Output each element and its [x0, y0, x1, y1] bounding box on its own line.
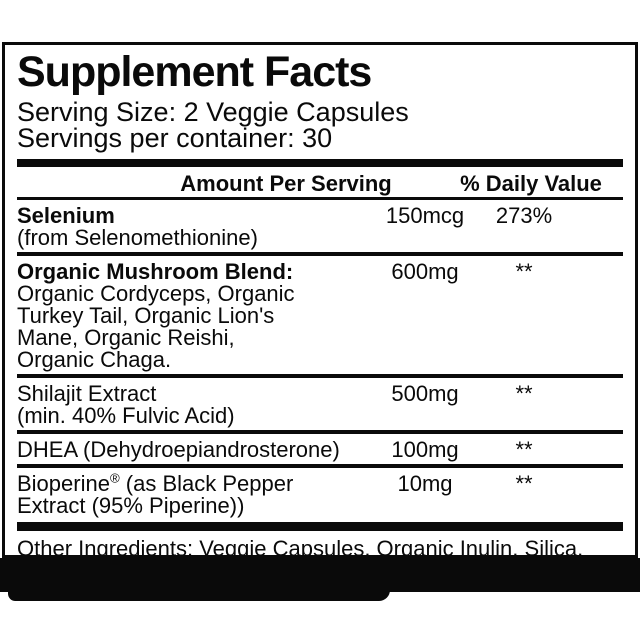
table-row-mushroom-blend: Organic Mushroom Blend: Organic Cordycep…	[17, 256, 623, 378]
servings-per-container: Servings per container: 30	[17, 123, 333, 153]
divider-thick-top	[17, 159, 623, 167]
supplement-facts-panel: Supplement Facts Serving Size: 2 Veggie …	[2, 42, 638, 558]
ingredient-name: DHEA (Dehydroepiandrosterone)	[17, 437, 340, 462]
panel-title: Supplement Facts	[17, 48, 372, 96]
serving-info: Serving Size: 2 Veggie Capsules Servings…	[17, 97, 623, 153]
footnote-band	[0, 558, 640, 592]
ingredient-daily-value: **	[515, 259, 533, 284]
ingredient-daily-value: 273%	[495, 203, 553, 228]
ingredient-daily-value: **	[515, 381, 533, 406]
ingredient-desc: Organic Cordyceps, Organic Turkey Tail, …	[17, 281, 295, 372]
column-header-daily-value: % Daily Value	[460, 171, 602, 196]
divider-thick-bottom	[17, 522, 623, 531]
ingredient-daily-value: **	[515, 471, 533, 496]
ingredient-desc: (from Selenomethionine)	[17, 225, 258, 250]
ingredient-amount: 10mg	[397, 471, 453, 496]
serving-size: Serving Size: 2 Veggie Capsules	[17, 97, 409, 127]
ingredient-name: Organic Mushroom Blend:	[17, 259, 294, 284]
ingredient-amount: 600mg	[391, 259, 459, 284]
table-header-row: Amount Per Serving % Daily Value	[17, 167, 623, 200]
ingredient-name: Shilajit Extract	[17, 381, 157, 406]
table-row-selenium: Selenium (from Selenomethionine) 150mcg …	[17, 200, 623, 256]
table-row-shilajit: Shilajit Extract (min. 40% Fulvic Acid) …	[17, 378, 623, 434]
other-ingredients: Other Ingredients: Veggie Capsules, Orga…	[17, 536, 584, 558]
table-row-dhea: DHEA (Dehydroepiandrosterone) 100mg **	[17, 434, 623, 468]
footnote-band-text-silhouette	[8, 590, 390, 601]
ingredient-amount: 500mg	[391, 381, 459, 406]
table-row-bioperine: Bioperine® (as Black Pepper Extract (95%…	[17, 468, 623, 520]
ingredient-name: Bioperine® (as Black Pepper Extract (95%…	[17, 470, 294, 518]
ingredient-daily-value: **	[515, 437, 533, 462]
column-header-amount: Amount Per Serving	[180, 171, 392, 196]
ingredient-desc: (min. 40% Fulvic Acid)	[17, 403, 235, 428]
registered-trademark-symbol: ®	[109, 470, 120, 486]
ingredient-name: Selenium	[17, 203, 115, 228]
ingredient-amount: 100mg	[391, 437, 459, 462]
ingredient-amount: 150mcg	[385, 203, 465, 228]
